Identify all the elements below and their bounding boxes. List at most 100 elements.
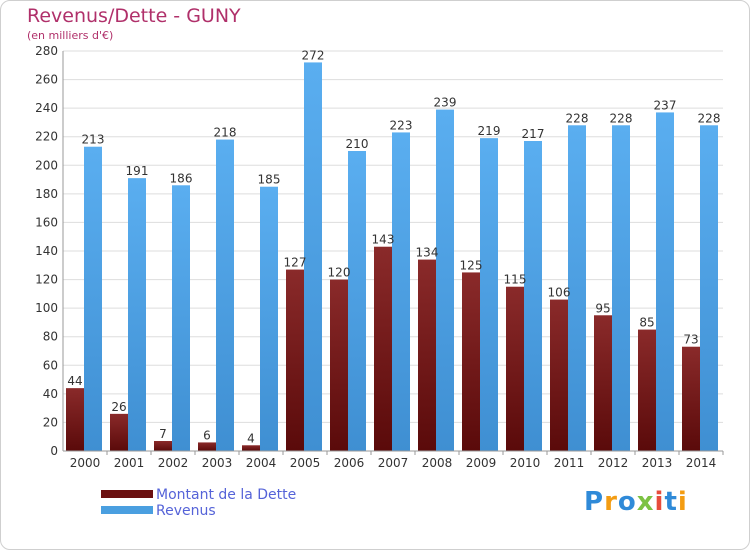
- debt-bar-label: 85: [639, 316, 654, 330]
- revenue-bar-label: 237: [654, 98, 677, 112]
- revenue-bar: [656, 112, 674, 451]
- logo-letter: P: [584, 487, 605, 517]
- chart-title: Revenus/Dette - GUNY: [27, 5, 241, 27]
- debt-bar-label: 7: [159, 427, 167, 441]
- revenue-bar-label: 228: [566, 111, 589, 125]
- revenue-bar-label: 239: [434, 96, 457, 110]
- debt-bar: [242, 445, 260, 451]
- revenue-bar: [436, 109, 454, 452]
- x-tick-label: 2002: [158, 456, 189, 470]
- debt-bar-label: 6: [203, 428, 211, 442]
- logo-letter: x: [636, 487, 655, 517]
- debt-bar-label: 26: [111, 400, 126, 414]
- debt-bar: [286, 269, 304, 451]
- legend-label-debt: Montant de la Dette: [156, 487, 297, 503]
- chart-subtitle: (en milliers d'€): [27, 29, 114, 42]
- debt-bar: [550, 299, 568, 451]
- logo-letter: i: [654, 487, 665, 517]
- debt-bar-label: 4: [247, 431, 255, 445]
- debt-bar: [330, 279, 348, 451]
- proxiti-logo: Proxiti: [584, 487, 688, 517]
- revenue-bar: [348, 151, 366, 451]
- logo-letter: r: [604, 487, 618, 517]
- legend-label-revenue: Revenus: [156, 503, 216, 519]
- debt-bar-label: 95: [595, 301, 610, 315]
- revenue-bar-label: 191: [126, 164, 149, 178]
- revenue-bar: [392, 132, 410, 451]
- y-tick-label: 180: [35, 187, 58, 201]
- revenue-bar-label: 217: [522, 127, 545, 141]
- x-tick-label: 2007: [378, 456, 409, 470]
- y-tick-label: 60: [43, 358, 58, 372]
- debt-bar: [198, 442, 216, 451]
- revenue-bar-label: 223: [390, 118, 413, 132]
- revenue-bar-label: 228: [698, 111, 721, 125]
- revenue-bar: [524, 141, 542, 451]
- logo-letter: i: [677, 487, 688, 517]
- revenue-bar-label: 210: [346, 137, 369, 151]
- debt-bar: [374, 246, 392, 451]
- debt-bar-label: 125: [460, 258, 483, 272]
- x-tick-label: 2009: [466, 456, 497, 470]
- revenue-bar-label: 218: [214, 126, 237, 140]
- x-tick-label: 2011: [554, 456, 585, 470]
- debt-bar: [66, 388, 84, 451]
- debt-bar: [638, 329, 656, 451]
- debt-bar-label: 143: [372, 233, 395, 247]
- y-tick-label: 160: [35, 215, 58, 229]
- y-tick-label: 0: [50, 444, 58, 458]
- revenue-bar-label: 213: [82, 133, 105, 147]
- revenue-bar: [304, 62, 322, 452]
- y-tick-label: 260: [35, 73, 58, 87]
- x-tick-label: 2013: [642, 456, 673, 470]
- y-tick-label: 280: [35, 44, 58, 58]
- debt-bar-label: 134: [416, 246, 439, 260]
- x-tick-label: 2012: [598, 456, 629, 470]
- y-tick-label: 120: [35, 273, 58, 287]
- revenue-bar: [568, 125, 586, 452]
- debt-bar-label: 127: [284, 256, 307, 270]
- y-tick-label: 240: [35, 101, 58, 115]
- y-tick-label: 220: [35, 130, 58, 144]
- revenue-bar: [612, 125, 630, 452]
- debt-bar-label: 115: [504, 273, 527, 287]
- y-tick-label: 140: [35, 244, 58, 258]
- revenue-bar-label: 272: [302, 48, 325, 62]
- x-tick-label: 2006: [334, 456, 365, 470]
- revenue-bar: [480, 138, 498, 451]
- debt-bar: [154, 441, 172, 451]
- x-tick-label: 2014: [686, 456, 717, 470]
- debt-bar: [682, 346, 700, 451]
- debt-bar: [110, 413, 128, 451]
- debt-bar-label: 73: [683, 333, 698, 347]
- debt-bar-label: 44: [67, 374, 82, 388]
- x-tick-label: 2008: [422, 456, 453, 470]
- y-tick-label: 20: [43, 415, 58, 429]
- revenue-bar: [700, 125, 718, 452]
- y-tick-label: 80: [43, 330, 58, 344]
- x-tick-label: 2004: [246, 456, 277, 470]
- x-tick-label: 2000: [70, 456, 101, 470]
- debt-bar-label: 106: [548, 286, 571, 300]
- revenue-bar-label: 185: [258, 173, 281, 187]
- revenue-bar: [216, 139, 234, 452]
- x-tick-label: 2010: [510, 456, 541, 470]
- revenue-bar: [128, 178, 146, 451]
- revenue-bar: [172, 185, 190, 452]
- x-tick-label: 2005: [290, 456, 321, 470]
- y-tick-label: 100: [35, 301, 58, 315]
- revenue-bar: [260, 186, 278, 451]
- revenue-bar-label: 228: [610, 111, 633, 125]
- revenue-bar-label: 186: [170, 171, 193, 185]
- logo-letter: o: [617, 487, 637, 517]
- revenue-bar-label: 219: [478, 124, 501, 138]
- debt-bar: [418, 259, 436, 451]
- debt-bar: [506, 286, 524, 451]
- revenue-bar: [84, 146, 102, 451]
- debt-bar-label: 120: [328, 266, 351, 280]
- legend-swatch-debt: [101, 490, 153, 498]
- x-tick-label: 2001: [114, 456, 145, 470]
- debt-bar: [462, 272, 480, 451]
